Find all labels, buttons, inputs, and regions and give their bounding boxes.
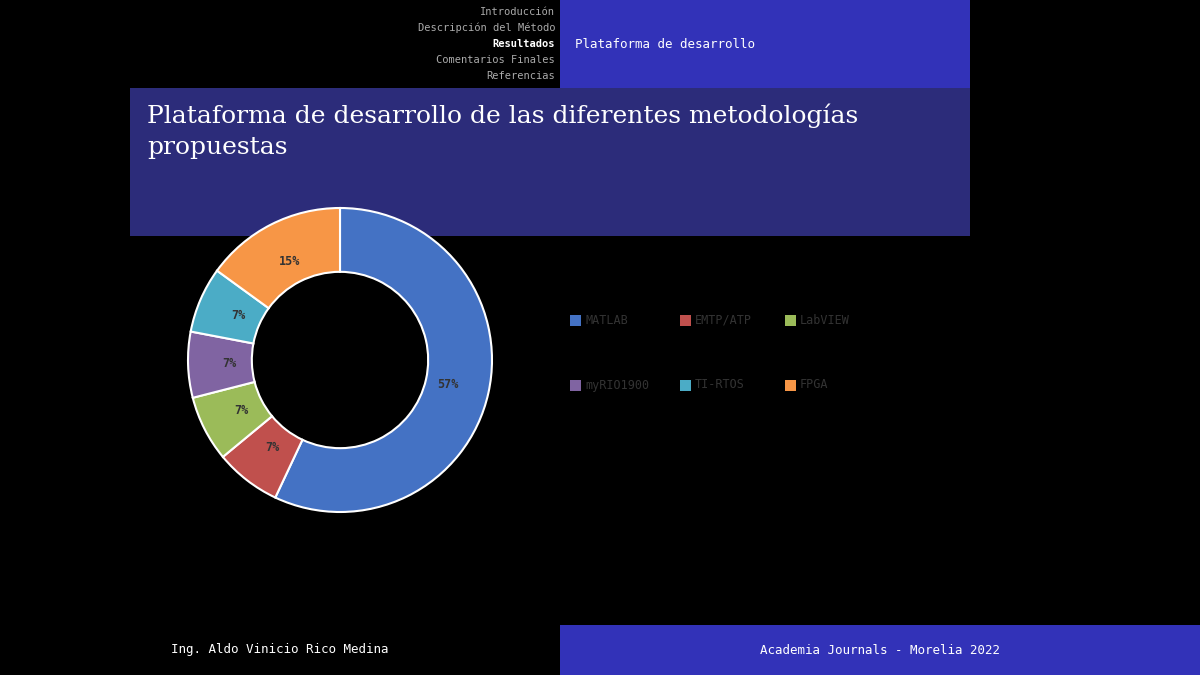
- Wedge shape: [193, 382, 272, 457]
- Text: Comentarios Finales: Comentarios Finales: [437, 55, 554, 65]
- Wedge shape: [188, 331, 254, 398]
- Text: FPGA: FPGA: [800, 379, 828, 391]
- Text: Introducción: Introducción: [480, 7, 554, 17]
- Bar: [560, 625, 1200, 675]
- Wedge shape: [217, 208, 340, 308]
- Bar: [130, 88, 970, 236]
- Bar: [570, 379, 581, 391]
- Text: 7%: 7%: [222, 357, 236, 370]
- Text: Referencias: Referencias: [486, 71, 554, 81]
- Text: myRIO1900: myRIO1900: [586, 379, 649, 391]
- Text: 7%: 7%: [265, 441, 280, 454]
- Text: 57%: 57%: [438, 378, 458, 391]
- Wedge shape: [191, 271, 269, 344]
- Text: MATLAB: MATLAB: [586, 313, 628, 327]
- Text: 7%: 7%: [234, 404, 248, 417]
- Bar: [785, 315, 796, 325]
- Text: Resultados: Resultados: [492, 39, 554, 49]
- Wedge shape: [223, 416, 302, 497]
- Bar: [570, 315, 581, 325]
- Text: Plataforma de desarrollo: Plataforma de desarrollo: [575, 38, 755, 51]
- Text: Plataforma de desarrollo de las diferentes metodologías
propuestas: Plataforma de desarrollo de las diferent…: [146, 104, 858, 159]
- Wedge shape: [275, 208, 492, 512]
- Text: Ing. Aldo Vinicio Rico Medina: Ing. Aldo Vinicio Rico Medina: [172, 643, 389, 657]
- Text: 7%: 7%: [232, 309, 245, 323]
- Text: Academia Journals - Morelia 2022: Academia Journals - Morelia 2022: [760, 643, 1000, 657]
- Bar: [560, 0, 970, 90]
- Text: EMTP/ATP: EMTP/ATP: [695, 313, 752, 327]
- Text: LabVIEW: LabVIEW: [800, 313, 850, 327]
- Bar: [680, 379, 691, 391]
- Text: TI-RTOS: TI-RTOS: [695, 379, 745, 391]
- Bar: [680, 315, 691, 325]
- Text: 15%: 15%: [278, 254, 300, 267]
- Text: Descripción del Método: Descripción del Método: [418, 23, 554, 33]
- Bar: [785, 379, 796, 391]
